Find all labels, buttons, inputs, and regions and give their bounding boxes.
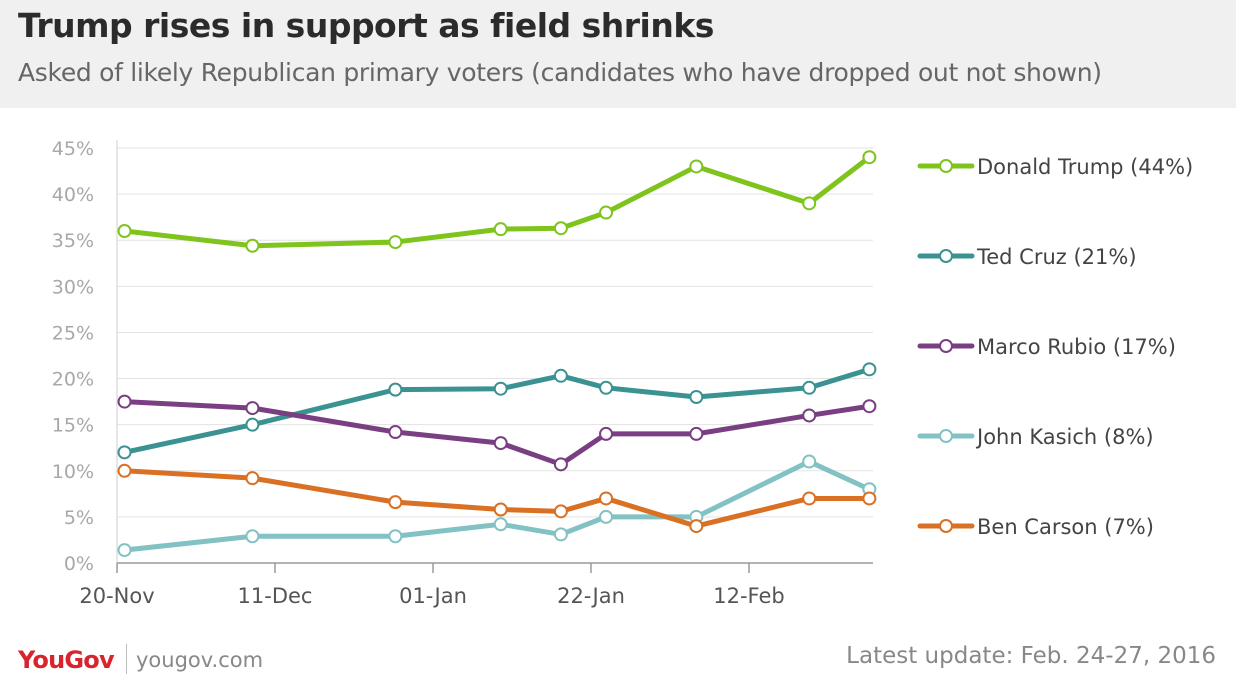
legend-item: John Kasich (8%) (917, 425, 1154, 449)
data-point (689, 426, 704, 441)
legend-swatch-marker (939, 429, 953, 443)
legend-swatch-marker (939, 249, 953, 263)
data-point (862, 399, 877, 414)
data-point (599, 491, 614, 506)
legend-item: Donald Trump (44%) (917, 155, 1193, 179)
gridlines (117, 147, 873, 564)
data-point (599, 426, 614, 441)
data-point (802, 454, 817, 469)
legend-label: Marco Rubio (17%) (977, 335, 1176, 359)
line-chart: 0% 5% 10% 15% 20% 25% 30% 35% 40% 45% 20-Nov 11-Dec… (52, 138, 1193, 608)
data-point (862, 150, 877, 165)
data-point (388, 495, 403, 510)
data-point (689, 159, 704, 174)
y-tick-label: 15% (52, 415, 94, 437)
legend-item: Marco Rubio (17%) (917, 335, 1176, 359)
data-point (117, 394, 132, 409)
x-tick-label: 11-Dec (238, 584, 313, 608)
legend: Donald Trump (44%) Ted Cruz (21%) Marco Ru… (917, 155, 1193, 539)
legend-swatch-marker (939, 159, 953, 173)
data-point (802, 491, 817, 506)
data-point (388, 235, 403, 250)
legend-item: Ben Carson (7%) (917, 515, 1154, 539)
data-point (245, 238, 260, 253)
x-tick-label: 20-Nov (79, 584, 154, 608)
data-point (493, 517, 508, 532)
legend-label: Ben Carson (7%) (977, 515, 1154, 539)
y-tick-label: 0% (64, 553, 94, 575)
data-point (117, 543, 132, 558)
y-tick-label: 10% (52, 461, 94, 483)
data-point (599, 205, 614, 220)
footer-divider (126, 644, 127, 674)
series-4 (117, 463, 877, 534)
data-point (802, 380, 817, 395)
data-point (245, 529, 260, 544)
data-point (553, 368, 568, 383)
y-tick-label: 25% (52, 322, 94, 344)
series-2 (117, 394, 877, 472)
series-lines (117, 150, 877, 558)
series-0 (117, 150, 877, 253)
data-point (117, 224, 132, 238)
data-point (245, 471, 260, 486)
y-tick-label: 30% (52, 276, 94, 298)
data-point (862, 491, 877, 506)
y-tick-label: 40% (52, 184, 94, 206)
legend-label: Donald Trump (44%) (977, 155, 1193, 179)
series-line (122, 399, 872, 467)
footer-url[interactable]: yougov.com (136, 648, 264, 672)
data-point (553, 221, 568, 236)
data-point (553, 504, 568, 519)
data-point (245, 417, 260, 432)
data-point (802, 196, 817, 211)
series-line (122, 468, 872, 529)
legend-item: Ted Cruz (21%) (917, 245, 1137, 269)
chart-subtitle: Asked of likely Republican primary voter… (18, 58, 1102, 87)
data-point (493, 381, 508, 396)
y-tick-label: 35% (52, 230, 94, 252)
series-1 (117, 362, 877, 460)
data-point (117, 445, 132, 460)
data-point (117, 463, 132, 478)
legend-swatch-marker (939, 339, 953, 353)
data-point (245, 401, 260, 416)
data-point (553, 457, 568, 472)
data-point (388, 529, 403, 544)
x-tick-label: 12-Feb (713, 584, 784, 608)
legend-label: Ted Cruz (21%) (976, 245, 1137, 269)
y-tick-label: 45% (52, 138, 94, 160)
legend-swatch-marker (939, 519, 953, 533)
data-point (689, 519, 704, 534)
x-tick-label: 22-Jan (557, 584, 625, 608)
data-point (493, 222, 508, 237)
data-point (599, 509, 614, 524)
data-point (388, 382, 403, 397)
chart-title: Trump rises in support as field shrinks (18, 6, 714, 45)
latest-update: Latest update: Feb. 24-27, 2016 (846, 643, 1216, 669)
yougov-logo: YouGov (18, 646, 115, 674)
data-point (553, 527, 568, 542)
data-point (802, 408, 817, 423)
y-tick-label: 5% (64, 507, 94, 529)
x-tick-label: 01-Jan (399, 584, 467, 608)
legend-label: John Kasich (8%) (975, 425, 1154, 449)
header: Trump rises in support as field shrinks … (0, 0, 1236, 108)
data-point (689, 390, 704, 404)
y-tick-label: 20% (52, 369, 94, 391)
data-point (493, 436, 508, 451)
data-point (599, 380, 614, 395)
data-point (493, 502, 508, 517)
data-point (388, 425, 403, 440)
data-point (862, 362, 877, 377)
axes: 0% 5% 10% 15% 20% 25% 30% 35% 40% 45% 20-Nov 11-Dec… (52, 138, 873, 608)
